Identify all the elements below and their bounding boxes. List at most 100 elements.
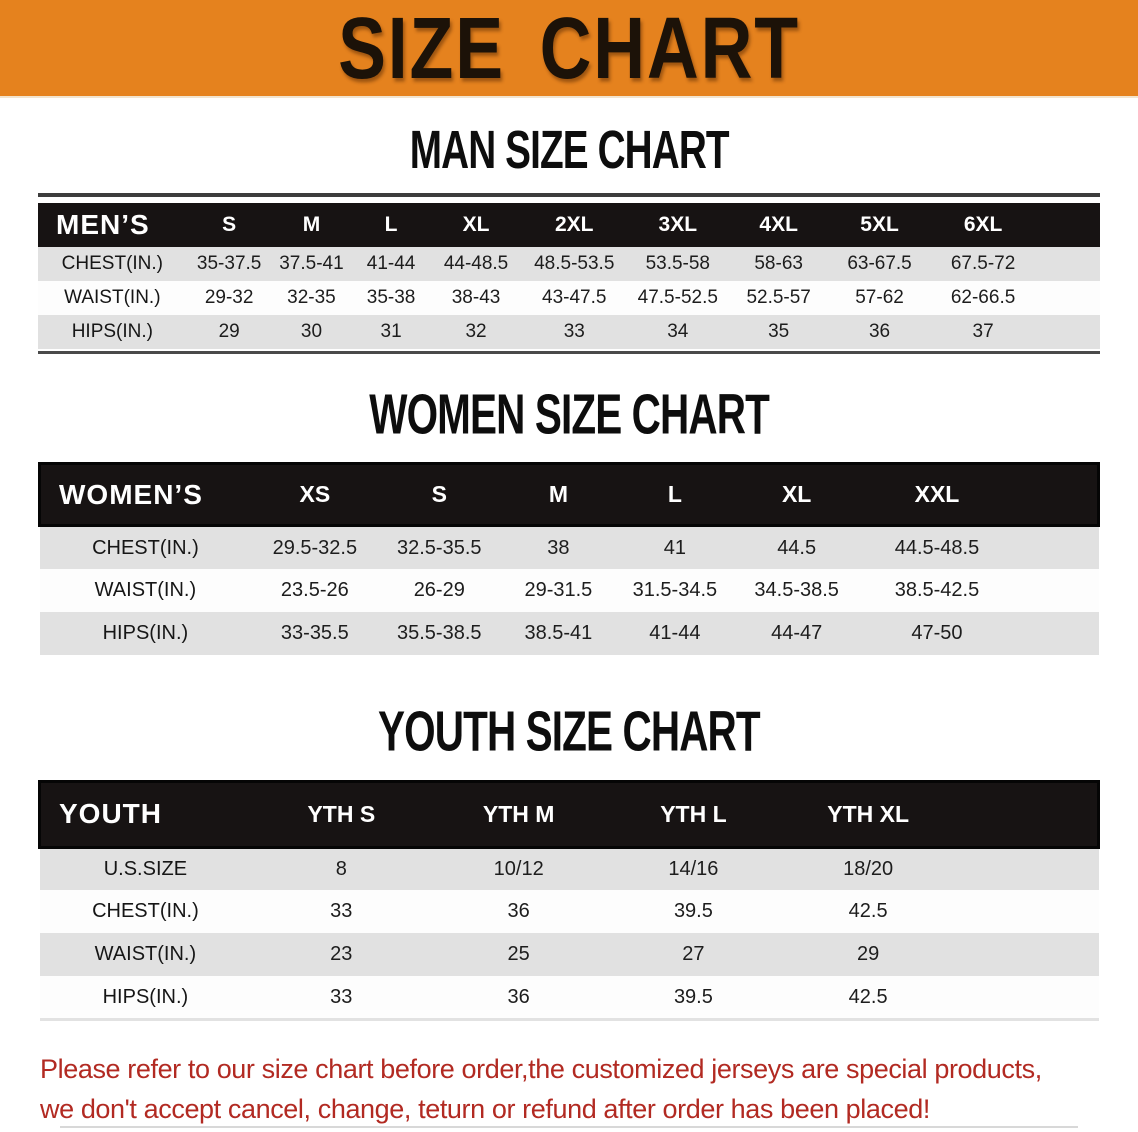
- row-label: CHEST(IN.): [92, 900, 199, 923]
- youth-section-heading: YOUTH SIZE CHART: [378, 699, 761, 763]
- disclaimer-note: Please refer to our size chart before or…: [40, 1049, 1138, 1129]
- women-corner-label: WOMEN’S: [59, 478, 203, 510]
- size-value: 34: [667, 320, 689, 342]
- size-value: 37: [972, 320, 994, 342]
- size-col-header: 3XL: [658, 212, 698, 236]
- size-value: 58-63: [754, 252, 803, 274]
- size-col-header: XXL: [914, 481, 960, 508]
- row-label: WAIST(IN.): [94, 943, 197, 966]
- row-label: HIPS(IN.): [102, 621, 189, 644]
- men-chest-row: CHEST(IN.) 35-37.5 37.5-41 41-44 44-48.5…: [38, 246, 1100, 281]
- youth-waist-row: WAIST(IN.) 23 25 27 29: [39, 933, 1099, 977]
- size-value: 53.5-58: [645, 252, 711, 274]
- women-header-row: WOMEN’S XS S M L XL XXL: [39, 463, 1099, 526]
- size-value: 48.5-53.5: [534, 252, 615, 274]
- size-value: 27: [682, 943, 705, 966]
- size-value: 42.5: [848, 900, 888, 923]
- size-col-header: M: [548, 481, 568, 508]
- size-value: 67.5-72: [950, 252, 1016, 274]
- spacer-cell: [956, 781, 1099, 847]
- size-value: 25: [507, 943, 530, 966]
- size-value: 38: [547, 536, 570, 559]
- women-size-table: WOMEN’S XS S M L XL XXL CHEST(IN.) 29.5-…: [38, 462, 1100, 655]
- size-value: 33: [563, 320, 585, 342]
- size-value: 18/20: [843, 858, 894, 881]
- size-value: 37.5-41: [279, 252, 344, 274]
- size-value: 44-47: [771, 621, 823, 644]
- men-header-row: MEN’S S M L XL 2XL 3XL 4XL 5XL 6XL: [38, 202, 1100, 247]
- youth-table-wrap: YOUTH YTH S YTH M YTH L YTH XL U.S.SIZE …: [38, 780, 1100, 1021]
- size-value: 31.5-34.5: [632, 578, 718, 601]
- size-value: 57-62: [855, 286, 904, 308]
- youth-corner-label: YOUTH: [59, 798, 162, 830]
- size-value: 44-48.5: [443, 252, 509, 274]
- women-waist-row: WAIST(IN.) 23.5-26 26-29 29-31.5 31.5-34…: [39, 568, 1099, 612]
- size-value: 29-32: [204, 286, 254, 308]
- size-col-header: L: [667, 481, 682, 508]
- size-value: 41-44: [366, 252, 416, 274]
- size-value: 35-37.5: [196, 252, 262, 274]
- size-value: 35: [768, 320, 790, 342]
- men-size-table: MEN’S S M L XL 2XL 3XL 4XL 5XL 6XL CHEST…: [38, 202, 1100, 349]
- spacer-cell: [1036, 203, 1100, 247]
- youth-size-table: YOUTH YTH S YTH M YTH L YTH XL U.S.SIZE …: [38, 780, 1100, 1021]
- size-col-header: XL: [781, 481, 812, 508]
- size-value: 38-43: [451, 286, 501, 308]
- spacer-cell: [1014, 526, 1099, 569]
- men-waist-row: WAIST(IN.) 29-32 32-35 35-38 38-43 43-47…: [38, 280, 1100, 315]
- size-value: 29-31.5: [524, 578, 593, 601]
- men-hips-row: HIPS(IN.) 29 30 31 32 33 34 35 36 37: [38, 314, 1100, 349]
- women-chest-row: CHEST(IN.) 29.5-32.5 32.5-35.5 38 41 44.…: [39, 525, 1099, 569]
- spacer-cell: [1014, 569, 1099, 612]
- size-value: 10/12: [493, 858, 544, 881]
- size-value: 41-44: [649, 621, 701, 644]
- spacer-cell: [956, 890, 1099, 933]
- banner: SIZE CHART: [0, 0, 1138, 98]
- size-value: 23: [330, 943, 353, 966]
- youth-header-row: YOUTH YTH S YTH M YTH L YTH XL: [39, 781, 1099, 848]
- size-value: 52.5-57: [746, 286, 811, 308]
- size-value: 35.5-38.5: [397, 621, 482, 644]
- size-value: 29: [218, 320, 240, 342]
- size-value: 23.5-26: [280, 578, 349, 601]
- disclaimer-line-2: we don't accept cancel, change, teturn o…: [40, 1093, 930, 1124]
- size-value: 26-29: [413, 578, 465, 601]
- spacer-cell: [1014, 464, 1099, 526]
- size-col-header: S: [222, 212, 237, 236]
- youth-chest-row: CHEST(IN.) 33 36 39.5 42.5: [39, 890, 1099, 934]
- men-table-top-rule: [38, 192, 1100, 197]
- size-value: 33: [330, 900, 353, 923]
- men-section-heading: MAN SIZE CHART: [409, 120, 730, 181]
- spacer-cell: [1036, 315, 1100, 349]
- size-value: 34.5-38.5: [754, 578, 839, 601]
- women-section-heading: WOMEN SIZE CHART: [369, 381, 770, 446]
- row-label: U.S.SIZE: [103, 858, 188, 881]
- row-label: CHEST(IN.): [92, 536, 199, 559]
- size-value: 47.5-52.5: [637, 286, 718, 308]
- size-value: 44.5: [777, 536, 817, 559]
- size-col-header: S: [431, 481, 447, 508]
- size-col-header: YTH M: [482, 800, 555, 827]
- size-value: 29.5-32.5: [272, 536, 358, 559]
- row-label: CHEST(IN.): [61, 252, 163, 274]
- size-value: 47-50: [911, 621, 963, 644]
- size-value: 39.5: [673, 985, 713, 1008]
- size-value: 36: [507, 900, 530, 923]
- youth-ussize-row: U.S.SIZE 8 10/12 14/16 18/20: [39, 847, 1099, 891]
- size-value: 38.5-42.5: [894, 578, 980, 601]
- size-col-header: YTH S: [307, 800, 376, 827]
- size-value: 31: [380, 320, 402, 342]
- youth-hips-row: HIPS(IN.) 33 36 39.5 42.5: [39, 976, 1099, 1020]
- size-value: 38.5-41: [524, 621, 593, 644]
- size-value: 8: [335, 858, 347, 881]
- row-label: HIPS(IN.): [102, 985, 189, 1008]
- row-label: WAIST(IN.): [94, 578, 197, 601]
- size-value: 32-35: [287, 286, 336, 308]
- size-value: 63-67.5: [847, 252, 912, 274]
- size-value: 39.5: [673, 900, 713, 923]
- disclaimer-line-1: Please refer to our size chart before or…: [40, 1053, 1042, 1084]
- size-value: 62-66.5: [950, 286, 1016, 308]
- size-col-header: 4XL: [759, 212, 798, 236]
- spacer-cell: [1036, 247, 1100, 281]
